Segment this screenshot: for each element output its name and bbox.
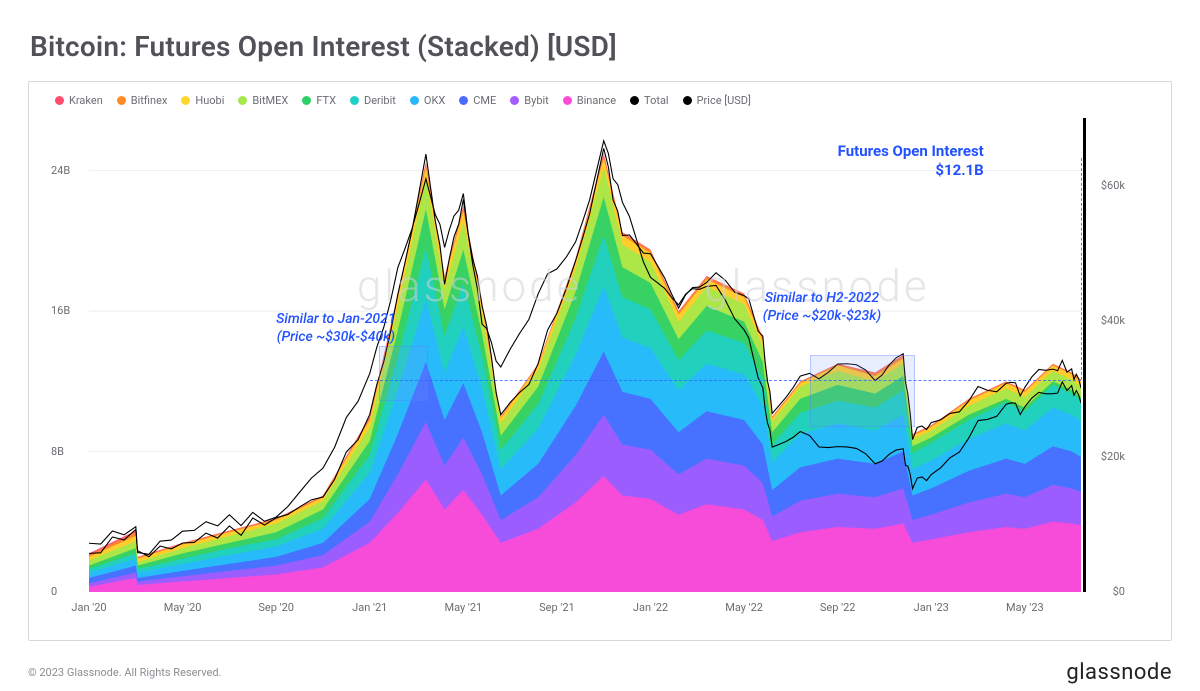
legend-item[interactable]: Bybit <box>510 94 549 107</box>
dash-line-v <box>1081 158 1082 380</box>
x-tick: Jan '21 <box>352 601 387 614</box>
legend-item[interactable]: Bitfinex <box>117 94 168 107</box>
x-tick: Sep '21 <box>539 601 575 614</box>
x-tick: Jan '20 <box>71 601 106 614</box>
legend-label: CME <box>473 94 496 107</box>
legend-label: OKX <box>424 94 445 107</box>
legend-label: Binance <box>577 94 616 107</box>
legend-item[interactable]: FTX <box>302 94 336 107</box>
y-right-tick: $40k <box>1101 314 1125 327</box>
x-tick: May '23 <box>1006 601 1044 614</box>
y-right-tick: $20k <box>1101 450 1125 463</box>
legend-label: Kraken <box>69 94 103 107</box>
legend-label: FTX <box>316 94 336 107</box>
x-tick: May '20 <box>164 601 202 614</box>
legend-label: Huobi <box>195 94 224 107</box>
highlight-box <box>810 355 915 427</box>
anno-line: Futures Open Interest <box>838 142 984 161</box>
legend-dot <box>238 96 247 105</box>
legend-dot <box>117 96 126 105</box>
legend-item[interactable]: BitMEX <box>238 94 288 107</box>
legend-item[interactable]: Deribit <box>350 94 396 107</box>
legend-dot <box>683 96 692 105</box>
x-tick: Sep '22 <box>820 601 856 614</box>
dash-line <box>370 380 1081 381</box>
brand-logo: glassnode <box>1066 660 1172 685</box>
legend-dot <box>510 96 519 105</box>
y-left-tick: 16B <box>51 304 70 317</box>
legend-item[interactable]: Huobi <box>181 94 224 107</box>
y-left-tick: 0 <box>51 585 57 598</box>
legend-dot <box>55 96 64 105</box>
legend-item[interactable]: Kraken <box>55 94 103 107</box>
anno-line: Similar to Jan-2021 <box>276 311 395 329</box>
legend-dot <box>459 96 468 105</box>
annotation: Futures Open Interest$12.1B <box>838 142 984 180</box>
legend-label: Total <box>644 94 669 107</box>
y-right-tick: $60k <box>1101 179 1125 192</box>
x-tick: Jan '23 <box>914 601 949 614</box>
anno-line: (Price ~$30k-$40k) <box>276 329 395 347</box>
legend: Kraken Bitfinex Huobi BitMEX FTX Deribit OKX CM… <box>55 94 1153 107</box>
legend-item[interactable]: Price [USD] <box>683 94 751 107</box>
legend-dot <box>181 96 190 105</box>
chart-title: Bitcoin: Futures Open Interest (Stacked)… <box>30 30 1172 63</box>
y-left-tick: 24B <box>51 164 70 177</box>
legend-label: Bybit <box>524 94 549 107</box>
legend-label: Price [USD] <box>697 94 751 107</box>
legend-item[interactable]: CME <box>459 94 496 107</box>
page-root: Bitcoin: Futures Open Interest (Stacked)… <box>0 0 1200 691</box>
anno-line: Similar to H2-2022 <box>763 290 881 308</box>
x-tick: May '22 <box>725 601 763 614</box>
current-marker-line <box>1083 118 1086 592</box>
legend-label: Bitfinex <box>131 94 168 107</box>
y-right-tick: $0 <box>1113 585 1125 598</box>
legend-dot <box>302 96 311 105</box>
annotation: Similar to Jan-2021(Price ~$30k-$40k) <box>276 311 395 346</box>
chart-frame: Kraken Bitfinex Huobi BitMEX FTX Deribit OKX CM… <box>28 81 1172 641</box>
anno-line: $12.1B <box>838 161 984 180</box>
legend-dot <box>630 96 639 105</box>
anno-line: (Price ~$20k-$23k) <box>763 308 881 326</box>
chart-svg <box>89 118 1081 592</box>
legend-item[interactable]: OKX <box>410 94 445 107</box>
legend-dot <box>350 96 359 105</box>
annotation: Similar to H2-2022(Price ~$20k-$23k) <box>763 290 881 325</box>
x-tick: May '21 <box>444 601 482 614</box>
y-left-tick: 8B <box>51 445 64 458</box>
x-tick: Sep '20 <box>258 601 294 614</box>
copyright: © 2023 Glassnode. All Rights Reserved. <box>28 666 221 679</box>
highlight-box <box>379 346 428 401</box>
legend-item[interactable]: Binance <box>563 94 616 107</box>
x-tick: Jan '22 <box>633 601 668 614</box>
legend-label: BitMEX <box>252 94 288 107</box>
legend-item[interactable]: Total <box>630 94 669 107</box>
legend-dot <box>410 96 419 105</box>
plot-area: glassnode glassnode 08B16B24B$0$20k$40k$… <box>89 118 1081 592</box>
legend-label: Deribit <box>364 94 396 107</box>
legend-dot <box>563 96 572 105</box>
